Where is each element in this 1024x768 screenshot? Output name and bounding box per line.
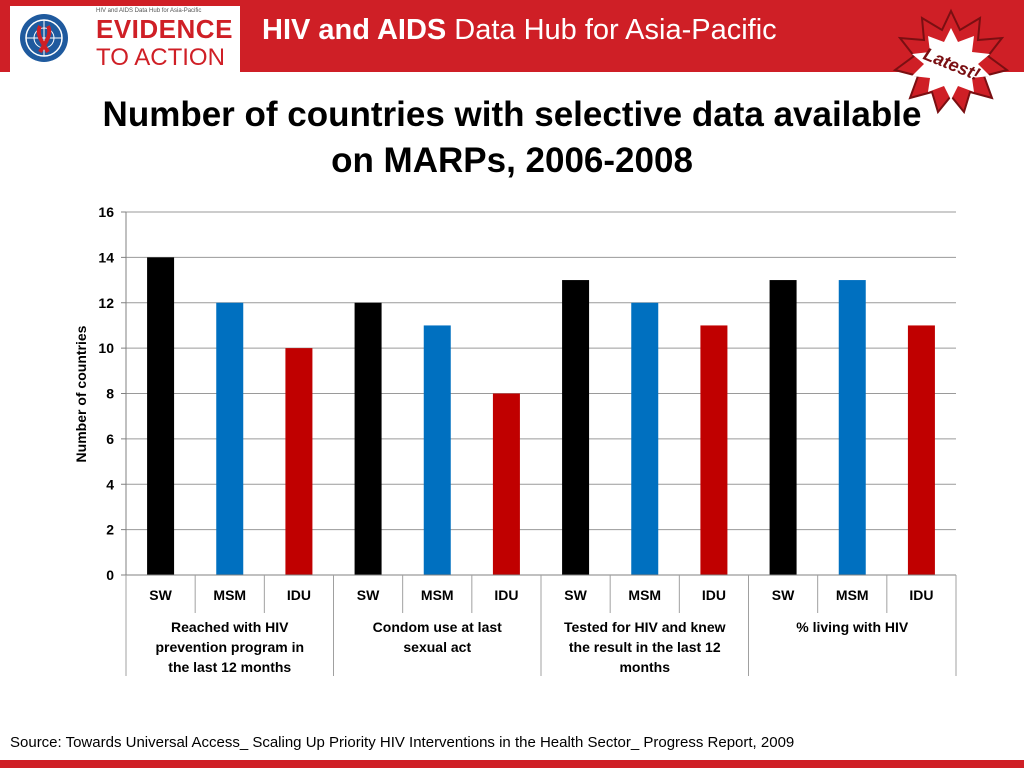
- bar-idu: [907, 325, 935, 575]
- x-category-label: IDU: [287, 587, 311, 603]
- x-category-label: MSM: [628, 587, 661, 603]
- x-group-label: months: [619, 659, 670, 675]
- bar-idu: [700, 325, 728, 575]
- header-bar: HIV and AIDS Data Hub for Asia-Pacific E…: [0, 0, 1024, 72]
- bar-sw: [562, 280, 590, 575]
- chart-title: Number of countries with selective data …: [102, 95, 922, 180]
- x-category-label: IDU: [909, 587, 933, 603]
- x-group-label: Condom use at last: [373, 619, 502, 635]
- logo[interactable]: HIV and AIDS Data Hub for Asia-Pacific E…: [10, 6, 240, 72]
- y-tick-label: 10: [98, 340, 114, 356]
- hub-title-bold: HIV and AIDS: [262, 14, 447, 46]
- x-category-label: SW: [564, 587, 587, 603]
- hub-title: HIV and AIDS Data Hub for Asia-Pacific: [262, 14, 777, 47]
- axes: [121, 211, 957, 676]
- x-category-label: MSM: [836, 587, 869, 603]
- y-axis-title: Number of countries: [73, 325, 89, 462]
- y-tick-label: 6: [106, 431, 114, 447]
- bar-sw: [354, 302, 382, 575]
- x-category-label: MSM: [213, 587, 246, 603]
- y-tick-label: 8: [106, 386, 114, 402]
- axis-labels: 0 2 4 6 8 10 12 14 16 SW MSM IDU Reached with HIV pre…: [98, 204, 933, 675]
- hub-title-rest: Data Hub for Asia-Pacific: [446, 14, 777, 46]
- x-category-label: SW: [772, 587, 795, 603]
- y-tick-label: 4: [106, 476, 114, 492]
- x-category-label: IDU: [494, 587, 518, 603]
- latest-badge[interactable]: Latest!: [892, 8, 1010, 114]
- bottom-bar: [0, 760, 1024, 768]
- bar-idu: [285, 348, 313, 575]
- bar-msm: [631, 302, 659, 575]
- x-category-label: MSM: [421, 587, 454, 603]
- gridlines: [126, 211, 956, 576]
- x-group-label: % living with HIV: [796, 619, 909, 635]
- bar-chart: 0 2 4 6 8 10 12 14 16 SW MSM IDU Reached with HIV pre…: [73, 204, 957, 676]
- source-note: Source: Towards Universal Access_ Scalin…: [10, 734, 795, 751]
- bar-msm: [423, 325, 451, 575]
- y-tick-label: 2: [106, 522, 114, 538]
- x-category-label: IDU: [702, 587, 726, 603]
- y-tick-label: 14: [98, 249, 114, 265]
- logo-to-action: TO ACTION: [96, 44, 225, 71]
- logo-evidence: EVIDENCE: [96, 14, 233, 44]
- y-tick-label: 12: [98, 295, 114, 311]
- bar-sw: [769, 280, 797, 575]
- x-category-label: SW: [149, 587, 172, 603]
- bars: [147, 257, 935, 575]
- un-emblem-icon: [20, 14, 68, 62]
- y-tick-label: 0: [106, 567, 114, 583]
- bar-sw: [147, 257, 175, 575]
- x-group-label: Reached with HIV: [171, 619, 289, 635]
- y-tick-label: 16: [98, 204, 114, 220]
- bar-msm: [838, 280, 866, 575]
- logo-caption: HIV and AIDS Data Hub for Asia-Pacific: [96, 8, 202, 14]
- x-group-label: sexual act: [403, 639, 471, 655]
- x-category-label: SW: [357, 587, 380, 603]
- x-group-label: the last 12 months: [168, 659, 291, 675]
- bar-msm: [216, 302, 244, 575]
- x-group-label: Tested for HIV and knew: [564, 619, 726, 635]
- bar-idu: [492, 393, 520, 575]
- x-group-label: prevention program in: [155, 639, 304, 655]
- x-group-label: the result in the last 12: [569, 639, 721, 655]
